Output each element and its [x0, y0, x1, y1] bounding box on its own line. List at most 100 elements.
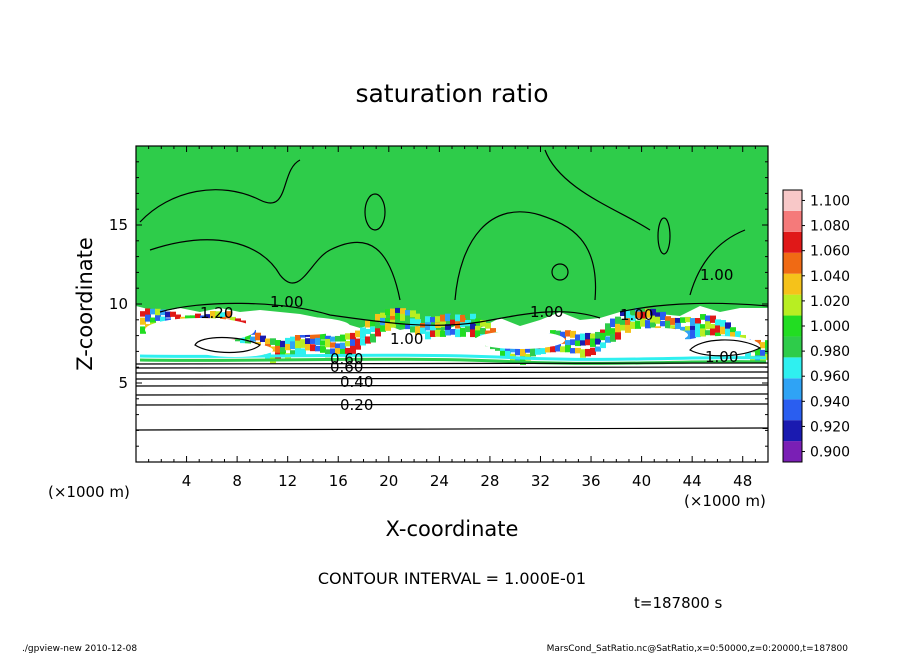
band-cell	[505, 347, 511, 354]
band-cell	[710, 328, 716, 336]
band-cell	[570, 348, 576, 354]
band-cell	[595, 346, 601, 352]
band-cell	[685, 326, 691, 334]
x-tick-label: 28	[480, 472, 499, 490]
band-cell	[330, 342, 336, 348]
colorbar-level-label: 0.960	[810, 369, 850, 385]
band-cell	[555, 330, 561, 340]
band-cell	[385, 322, 391, 331]
contour-interval-text: CONTOUR INTERVAL = 1.000E-01	[318, 569, 586, 588]
band-cell	[615, 316, 621, 326]
band-cell	[290, 336, 296, 343]
band-cell	[440, 330, 446, 337]
band-cell	[175, 314, 181, 323]
colorbar-swatch	[783, 420, 802, 442]
band-cell	[645, 320, 651, 329]
band-cell	[475, 330, 481, 338]
x-tick-label: 8	[232, 472, 242, 490]
band-cell	[390, 308, 396, 317]
band-cell	[435, 329, 441, 337]
band-cell	[440, 314, 446, 323]
band-cell	[325, 338, 331, 348]
x-tick-label: 44	[683, 472, 702, 490]
band-cell	[335, 348, 341, 355]
band-cell	[345, 347, 351, 357]
saturation-green-region	[136, 146, 768, 332]
colorbar-level-label: 0.900	[810, 445, 850, 461]
band-cell	[635, 311, 641, 319]
band-cell	[615, 323, 621, 333]
band-cell	[375, 313, 381, 321]
band-cell	[710, 315, 716, 323]
band-cell	[365, 336, 371, 344]
band-cell	[540, 348, 546, 355]
band-cell	[170, 311, 176, 317]
band-cell	[570, 339, 576, 346]
x-tick-label: 36	[581, 472, 600, 490]
band-cell	[595, 331, 601, 341]
band-cell	[395, 307, 401, 313]
colorbar-level-label: 1.100	[810, 193, 850, 209]
colorbar-swatch	[783, 399, 802, 421]
band-cell	[550, 330, 556, 337]
band-cell	[295, 340, 301, 349]
band-cell	[460, 322, 466, 328]
contour-label: 1.00	[390, 330, 423, 348]
band-cell	[295, 348, 301, 356]
band-cell	[325, 349, 331, 358]
contour-label: 1.00	[530, 303, 563, 321]
contour-label: 1.00	[700, 266, 733, 284]
chart-title: saturation ratio	[355, 79, 548, 108]
colorbar-swatch	[783, 441, 802, 462]
x-tick-label: 12	[278, 472, 297, 490]
band-cell	[160, 309, 166, 316]
band-cell	[695, 318, 701, 325]
band-cell	[280, 347, 286, 354]
band-cell	[450, 328, 456, 335]
band-cell	[290, 341, 296, 350]
band-cell	[610, 328, 616, 334]
band-cell	[625, 310, 631, 319]
band-cell	[520, 348, 526, 357]
band-cell	[415, 313, 421, 320]
band-cell	[320, 332, 326, 340]
band-cell	[385, 309, 391, 316]
band-cell	[625, 318, 631, 327]
band-cell	[765, 354, 768, 360]
band-cell	[535, 348, 541, 355]
band-cell	[555, 342, 561, 352]
band-cell	[565, 330, 571, 337]
colorbar-level-label: 0.920	[810, 419, 850, 435]
colorbar-swatch	[783, 273, 802, 295]
band-cell	[730, 332, 736, 339]
x-tick-label: 20	[379, 472, 398, 490]
band-cell	[405, 324, 411, 330]
y-unit-label: (×1000 m)	[48, 483, 130, 501]
band-cell	[250, 336, 256, 342]
band-cell	[655, 316, 661, 324]
band-cell	[700, 324, 706, 330]
band-cell	[560, 331, 566, 341]
band-cell	[330, 336, 336, 342]
band-cell	[470, 329, 476, 338]
band-cell	[480, 319, 486, 327]
colorbar-swatch	[783, 210, 802, 232]
band-cell	[585, 332, 591, 342]
band-cell	[210, 310, 216, 320]
band-cell	[140, 326, 146, 334]
band-cell	[150, 317, 156, 327]
band-cell	[150, 308, 156, 315]
band-cell	[345, 340, 351, 347]
band-cell	[225, 311, 231, 319]
band-cell	[335, 343, 341, 349]
band-cell	[595, 338, 601, 345]
band-cell	[705, 330, 711, 336]
band-cell	[445, 324, 451, 331]
band-cell	[575, 334, 581, 342]
band-cell	[620, 318, 626, 327]
band-cell	[570, 330, 576, 338]
band-cell	[650, 308, 656, 318]
band-cell	[395, 319, 401, 325]
band-cell	[355, 343, 361, 350]
y-axis-ticks: 5 10 15	[109, 161, 768, 447]
